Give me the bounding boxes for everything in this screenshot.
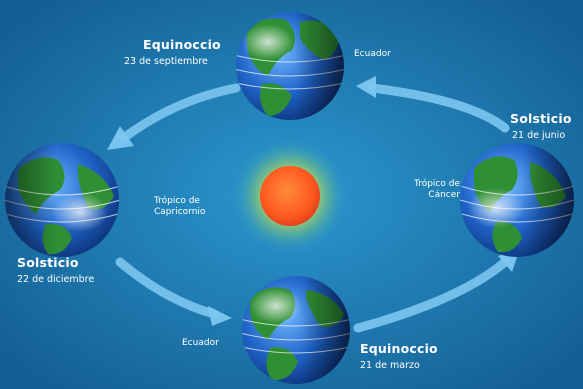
orbit-arrow-icon bbox=[120, 83, 241, 142]
globe-right-solstice bbox=[460, 143, 574, 257]
tropic-capricorn-line2: Capricornio bbox=[154, 207, 206, 218]
equinox-march-date: 21 de marzo bbox=[360, 360, 420, 371]
solstice-june-date: 21 de junio bbox=[512, 130, 566, 141]
tropic-capricorn-label: Trópico de Capricornio bbox=[154, 196, 205, 219]
sun-icon bbox=[232, 138, 348, 254]
orbit-arrow-icon bbox=[353, 257, 510, 333]
equinox-september-title: Equinoccio bbox=[143, 37, 221, 52]
ecuador-label-bottom: Ecuador bbox=[182, 338, 219, 348]
equinox-march-title: Equinoccio bbox=[360, 341, 438, 356]
orbit-arrow-icon bbox=[367, 83, 510, 133]
tropic-cancer-line1: Trópico de bbox=[414, 179, 460, 189]
orbit-arrow-icon bbox=[115, 257, 219, 319]
tropic-capricorn-line1: Trópico de bbox=[154, 196, 200, 206]
orbit-arrows bbox=[115, 83, 510, 333]
solstice-december-title: Solsticio bbox=[17, 255, 79, 270]
ecuador-label-top: Ecuador bbox=[354, 49, 391, 59]
solstice-december-date: 22 de diciembre bbox=[17, 274, 95, 285]
arrowhead-icon bbox=[356, 76, 376, 98]
tropic-cancer-label: Trópico de Cáncer bbox=[394, 179, 460, 202]
equinox-september-date: 23 de septiembre bbox=[124, 56, 208, 67]
arrowhead-icon bbox=[208, 306, 232, 326]
arrowhead-icon bbox=[107, 126, 134, 150]
globe-top-equinox bbox=[236, 12, 344, 120]
globe-bottom-equinox bbox=[242, 276, 350, 384]
tropic-cancer-line2: Cáncer bbox=[428, 190, 460, 201]
globe-left-solstice bbox=[5, 143, 119, 257]
solstice-june-title: Solsticio bbox=[510, 111, 572, 126]
